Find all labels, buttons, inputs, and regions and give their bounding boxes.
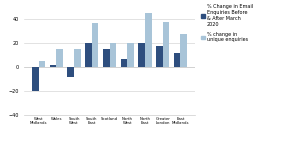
Bar <box>56 49 63 67</box>
Bar <box>127 43 134 67</box>
Bar <box>85 43 92 67</box>
Bar <box>92 23 98 67</box>
Bar <box>145 13 152 67</box>
Bar <box>38 61 45 67</box>
Bar <box>110 43 116 67</box>
Bar <box>74 49 81 67</box>
Bar <box>103 49 110 67</box>
Bar <box>163 22 170 67</box>
Bar <box>174 53 181 67</box>
Bar <box>138 43 145 67</box>
Bar <box>181 34 187 67</box>
Legend: % Change in Email
Enquiries Before
& After March
2020, % change in
unique enquir: % Change in Email Enquiries Before & Aft… <box>201 4 253 42</box>
Bar <box>67 67 74 77</box>
Bar <box>32 67 38 91</box>
Bar <box>156 46 163 67</box>
Bar <box>50 65 56 67</box>
Bar <box>121 59 127 67</box>
